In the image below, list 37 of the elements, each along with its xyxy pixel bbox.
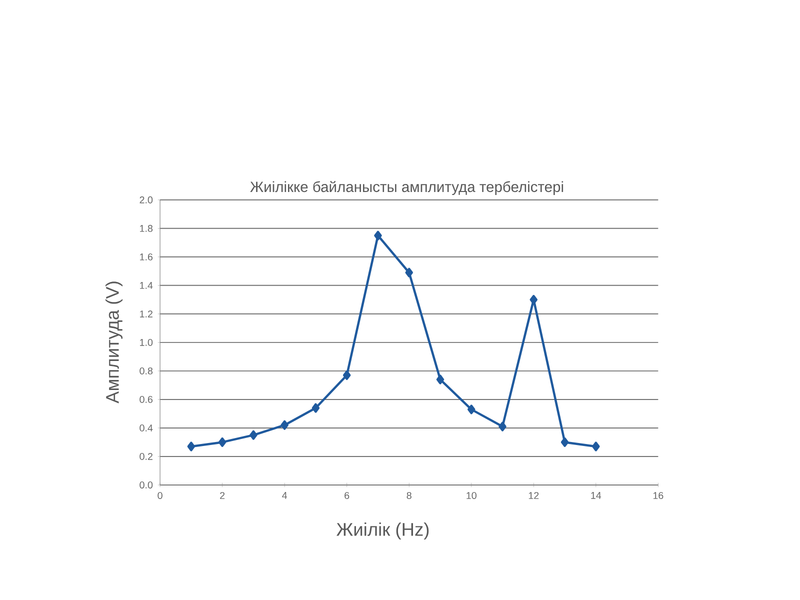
point xyxy=(405,268,413,278)
point xyxy=(592,442,600,452)
point xyxy=(187,442,196,452)
x-tick-label: 6 xyxy=(344,492,350,500)
y-tick-label: 0.0 xyxy=(140,482,153,488)
point xyxy=(374,230,382,240)
point xyxy=(436,374,444,384)
x-axis-title: Жиілік (Hz) xyxy=(336,522,429,540)
point xyxy=(280,420,288,430)
y-tick-label: 0.8 xyxy=(140,367,153,374)
point xyxy=(530,294,538,304)
y-tick-label: 1.2 xyxy=(140,310,152,318)
x-tick-label: 16 xyxy=(653,492,664,500)
x-tick-label: 2 xyxy=(220,492,225,499)
x-tick-label: 0 xyxy=(158,492,162,500)
point xyxy=(468,404,476,414)
y-tick-label: 1.6 xyxy=(140,253,153,260)
x-tick-label: 8 xyxy=(406,492,412,500)
y-tick-label: 2.0 xyxy=(140,196,153,204)
y-tick-label: 0.6 xyxy=(140,396,153,403)
point xyxy=(498,422,506,432)
y-tick-label: 1.8 xyxy=(140,224,153,232)
y-tick-label: 0.2 xyxy=(140,452,152,460)
x-tick-label: 14 xyxy=(591,492,602,499)
y-tick-label: 1.4 xyxy=(140,282,153,289)
x-tick-label: 10 xyxy=(466,492,476,500)
x-tick-label: 4 xyxy=(282,492,288,499)
point xyxy=(250,430,258,440)
point xyxy=(560,437,569,447)
point xyxy=(312,403,320,413)
point xyxy=(342,370,351,380)
y-tick-label: 0.4 xyxy=(140,424,153,432)
y-axis-title: Амплитуда (V) xyxy=(105,282,123,404)
x-tick-label: 12 xyxy=(528,492,539,499)
chart-title: Жиілікке байланысты амплитуда тербелістері xyxy=(250,180,564,196)
y-tick-label: 1.0 xyxy=(140,338,153,346)
point xyxy=(218,437,226,447)
